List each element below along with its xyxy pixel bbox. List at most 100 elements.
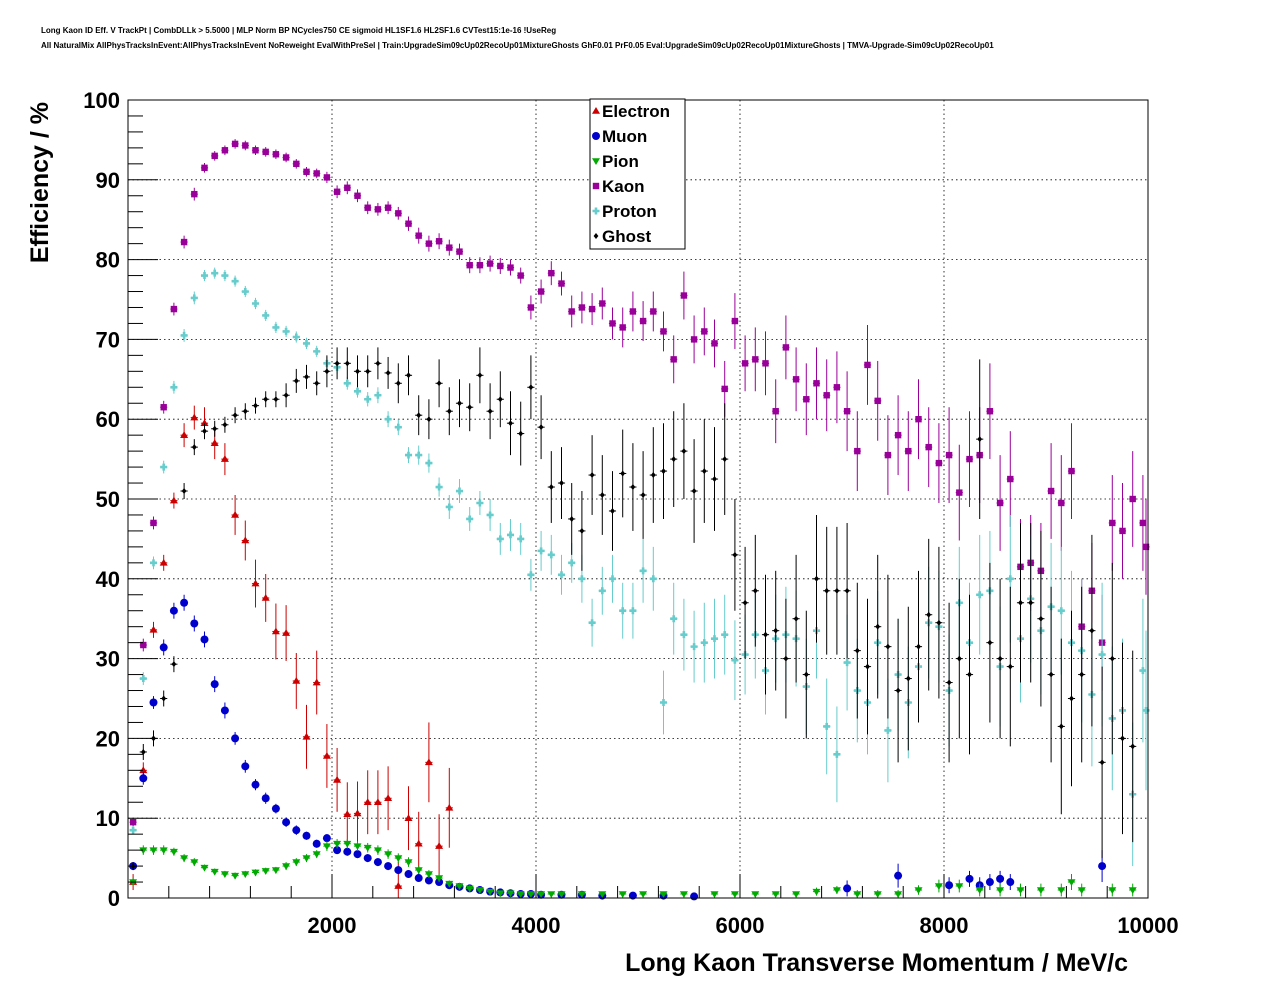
data-point [1057,607,1065,615]
data-point [210,680,219,689]
data-point [220,706,229,715]
data-point [476,261,484,269]
data-point [721,385,728,393]
data-point [497,262,504,270]
data-point [813,380,820,387]
y-tick-label: 50 [96,487,120,512]
y-tick-label: 10 [96,806,120,831]
data-point [1129,495,1136,503]
data-point [282,818,291,827]
data-point [945,451,953,459]
data-point [671,456,677,463]
data-point [1067,879,1076,887]
data-point [139,847,148,855]
data-point [843,659,851,667]
data-point [1007,663,1013,670]
data-point [414,839,423,847]
data-point [558,280,565,287]
data-point [293,377,299,384]
series-proton [129,267,1150,867]
data-point [884,451,892,459]
data-point [865,663,870,670]
data-point [292,676,301,684]
data-point [833,750,841,758]
data-point [190,294,198,302]
legend-marker [592,182,600,190]
data-point [333,840,342,848]
data-point [557,891,566,899]
data-point [1058,499,1065,507]
data-point [1142,543,1150,551]
y-tick-label: 30 [96,647,120,672]
data-point [415,232,422,239]
data-point [977,436,983,443]
data-point [333,846,342,855]
data-point [414,867,423,875]
data-point [660,698,667,706]
data-point [202,428,207,435]
data-point [691,488,697,495]
data-point [670,615,678,623]
data-point [966,455,973,463]
data-point [926,611,932,618]
data-point [793,615,799,622]
data-point [956,489,963,496]
data-point [210,439,219,446]
data-point [242,142,249,149]
data-point [548,269,555,277]
data-point [139,675,147,683]
data-point [731,317,739,325]
data-point [322,843,331,851]
data-point [905,675,911,682]
data-point [241,871,250,879]
data-point [302,732,311,740]
data-point [588,305,596,313]
data-point [354,192,361,199]
data-point [873,891,882,899]
legend-item-ghost: Ghost [593,227,651,246]
data-point [965,874,974,883]
data-point [1139,519,1147,527]
data-point [436,380,442,387]
data-point [455,883,464,891]
data-point [251,299,259,307]
data-point [1119,527,1126,535]
data-point [394,866,403,875]
data-point [477,372,483,379]
data-point [149,698,158,707]
data-point [894,891,903,899]
data-point [894,431,902,439]
legend-box [589,98,686,250]
data-point [149,625,158,633]
data-point [782,344,790,351]
data-point [384,204,392,211]
data-point [261,868,270,875]
data-point [833,384,841,391]
data-point [792,376,800,383]
data-point [905,447,912,455]
data-point [303,339,311,347]
legend-marker [593,233,599,239]
data-point [486,888,495,896]
data-point [496,890,505,898]
data-point [159,558,168,566]
data-point [620,470,626,477]
data-point [650,308,657,315]
data-point [129,879,138,887]
data-point [701,468,707,475]
data-point [263,396,269,403]
data-point [343,840,352,848]
data-point [241,288,249,296]
data-point [1099,759,1105,766]
data-point [599,492,605,499]
data-point [517,272,524,279]
data-point [946,679,952,686]
data-point [446,244,453,251]
data-point [364,204,371,211]
data-point [374,391,382,399]
data-point [282,327,290,335]
data-point [1047,487,1055,495]
data-point [384,862,393,871]
data-point [985,878,994,887]
data-point [497,396,503,403]
